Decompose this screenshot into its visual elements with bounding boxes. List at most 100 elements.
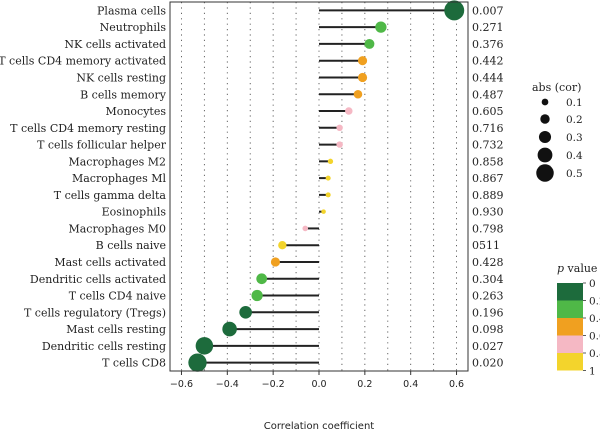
size-legend-label: 0.3 [566,132,583,144]
pvalue-label: 0.867 [472,172,504,185]
pvalue-label: 0.271 [472,21,504,34]
color-legend-label: 0.6 [589,331,600,343]
pvalue-label: 0.263 [472,290,504,303]
data-point [375,21,387,33]
data-point [251,289,263,302]
size-legend-dot [537,147,553,163]
data-point [364,38,375,49]
category-label: Dendritic cells resting [42,340,166,353]
category-label: Eosinophils [102,206,167,219]
pvalue-label: 0.027 [472,340,504,353]
category-label: T cells CD8 [102,357,166,370]
pvalue-label: 0.930 [472,206,504,219]
pvalue-label: 0.098 [472,323,504,336]
category-label: T cells follicular helper [37,139,167,152]
category-labels: Plasma cells Neutrophils NK cells activate… [0,4,167,369]
x-tick-label: 0.2 [357,379,372,390]
data-point [325,192,331,198]
pvalue-label: 0.304 [472,273,504,286]
color-legend-swatch [557,300,583,318]
data-point [345,107,353,115]
data-point [222,321,237,337]
data-point [353,89,363,99]
data-point [357,72,368,83]
pvalue-label: 0.889 [472,189,504,202]
color-legend-label: 1 [589,366,596,378]
pvalue-label: 0.487 [472,88,504,101]
data-point [321,209,326,214]
x-tick-label: 0.0 [311,379,326,390]
data-point [336,124,343,132]
size-legend-label: 0.4 [566,150,583,162]
size-legend-label: 0.1 [566,97,583,109]
pvalue-label: 0511 [472,239,500,252]
size-legend-dot [541,98,549,106]
x-tick-label: 0.4 [403,379,418,390]
category-label: T cells CD4 memory resting [10,122,166,135]
color-legend: p value 0 0.2 0.4 0.6 0.8 1 [557,262,600,378]
x-tick-label: −0.6 [170,379,193,390]
data-point [195,337,214,355]
category-label: T cells gamma delta [54,189,167,202]
color-legend-swatch [557,353,583,371]
category-label: T cells CD4 memory activated [0,55,166,68]
x-axis-label: Correlation coefficient [264,421,375,431]
size-legend-dot [540,114,550,124]
color-legend-swatch [557,335,583,353]
pvalue-label: 0.605 [472,105,504,118]
x-axis: −0.6 −0.4 −0.2 0.0 0.2 0.4 0.6 [170,371,464,390]
data-point [444,0,465,21]
data-point [278,241,287,250]
pvalue-labels: 0.007 0.271 0.376 0.442 0.444 0.487 0.605 0.716… [472,4,504,369]
category-label: Mast cells activated [54,256,166,269]
pvalue-label: 0.428 [472,256,504,269]
category-label: Plasma cells [97,4,166,17]
color-legend-swatch [557,318,583,336]
category-label: Macrophages M2 [68,155,166,168]
pvalue-label: 0.444 [472,71,504,84]
pvalue-label: 0.007 [472,4,504,17]
category-label: T cells CD4 naive [69,290,166,303]
pvalue-label: 0.858 [472,155,504,168]
category-label: B cells naive [96,239,166,252]
pvalue-label: 0.732 [472,139,504,152]
color-legend-swatch [557,283,583,301]
color-legend-label: 0 [589,278,596,290]
pvalue-label: 0.716 [472,122,504,135]
size-legend-title: abs (cor) [532,81,581,94]
pvalue-label: 0.196 [472,306,504,319]
category-label: Mast cells resting [66,323,166,336]
stem-layer [197,9,455,364]
category-label: Monocytes [105,105,166,118]
category-label: B cells memory [80,88,167,101]
x-tick-label: 0.6 [449,379,464,390]
color-legend-title: p value [557,262,597,275]
pvalue-label: 0.376 [472,38,504,51]
category-label: Dendritic cells activated [30,273,166,286]
category-label: Neutrophils [100,21,167,34]
x-tick-label: −0.2 [262,379,285,390]
size-legend-dot [536,164,554,182]
data-point [270,257,281,267]
pvalue-label: 0.442 [472,55,504,68]
x-tick-label: −0.4 [216,379,239,390]
color-legend-label: 0.4 [589,313,600,325]
data-point [325,175,331,181]
size-legend-dot [538,130,552,144]
pvalue-label: 0.798 [472,222,504,235]
size-legend-label: 0.5 [566,168,583,180]
category-label: NK cells resting [76,71,166,84]
data-point [188,353,207,372]
data-point [239,305,252,319]
category-label: Macrophages M0 [68,222,166,235]
color-legend-label: 0.2 [589,296,600,308]
point-layer [188,0,465,372]
pvalue-label: 0.020 [472,357,504,370]
category-label: NK cells activated [64,38,166,51]
size-legend: abs (cor) 0.1 0.2 0.3 0.4 0.5 [532,81,583,182]
data-point [357,56,368,66]
data-point [336,141,343,148]
data-point [327,158,334,165]
data-point [302,225,309,232]
